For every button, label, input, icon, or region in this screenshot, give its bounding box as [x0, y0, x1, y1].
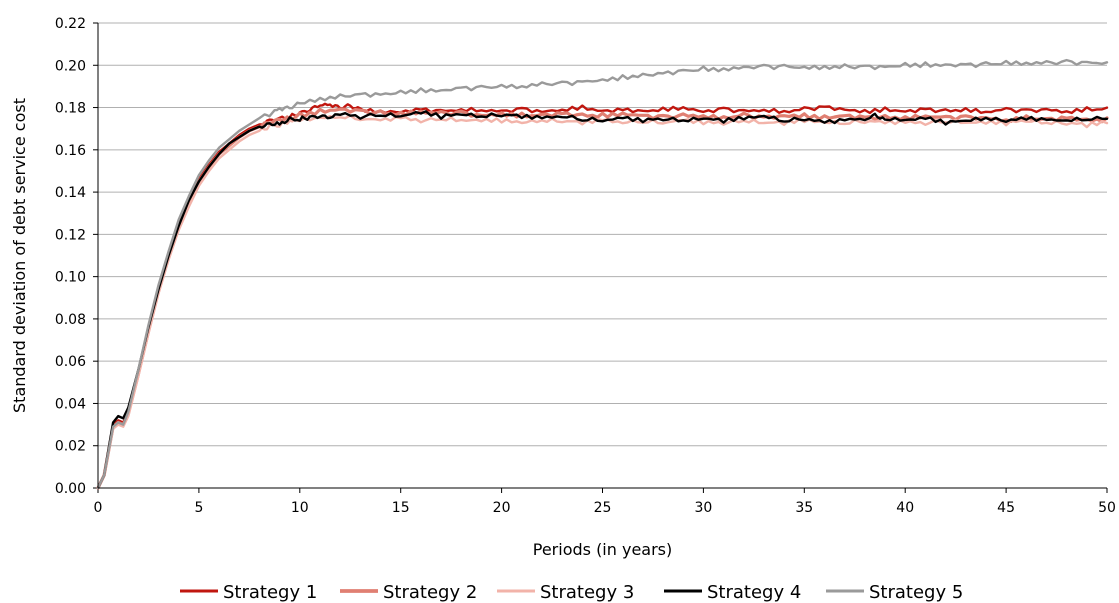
series-line-strategy-1: [96, 102, 1109, 490]
x-axis-title: Periods (in years): [533, 540, 673, 559]
y-tick-label: 0.14: [55, 185, 86, 201]
y-tick-label: 0.08: [55, 312, 86, 328]
series-line-strategy-2: [96, 107, 1109, 490]
axes: [97, 23, 1107, 489]
legend-label: Strategy 4: [707, 582, 801, 603]
series-line-strategy-5: [96, 58, 1109, 490]
y-tick-label: 0.12: [55, 227, 86, 243]
x-tick-label: 10: [291, 500, 309, 516]
y-tick-label: 0.10: [55, 270, 86, 286]
y-tick-labels: 0.00 0.02 0.04 0.06 0.08 0.10 0.12 0.14 0.16 0.18…: [55, 16, 86, 497]
y-tick-label: 0.22: [55, 16, 86, 32]
y-tick-label: 0.02: [55, 439, 86, 455]
legend-item: Strategy 2: [340, 582, 477, 603]
x-tick-label: 0: [94, 500, 103, 516]
legend-label: Strategy 3: [540, 582, 634, 603]
legend: Strategy 1 Strategy 2 Strategy 3 Strategy 4…: [180, 582, 963, 603]
legend-item: Strategy 3: [497, 582, 634, 603]
x-tick-label: 45: [997, 500, 1015, 516]
y-tick-label: 0.06: [55, 354, 86, 370]
y-tick-label: 0.04: [55, 396, 86, 412]
x-tick-label: 50: [1098, 500, 1116, 516]
gridlines: [93, 22, 1108, 493]
legend-label: Strategy 5: [869, 582, 963, 603]
x-tick-label: 30: [694, 500, 712, 516]
y-tick-label: 0.16: [55, 143, 86, 159]
y-tick-label: 0.20: [55, 58, 86, 74]
legend-item: Strategy 4: [664, 582, 801, 603]
x-tick-label: 35: [795, 500, 813, 516]
x-tick-labels: 0 5 10 15 20 25 30 35 40 45 50: [94, 500, 1116, 516]
legend-label: Strategy 1: [223, 582, 317, 603]
series-line-strategy-4: [96, 110, 1109, 490]
legend-label: Strategy 2: [383, 582, 477, 603]
legend-item: Strategy 5: [826, 582, 963, 603]
y-axis-title: Standard deviation of debt service cost: [10, 98, 29, 413]
y-tick-label: 0.18: [55, 101, 86, 117]
legend-item: Strategy 1: [180, 582, 317, 603]
x-tick-label: 40: [896, 500, 914, 516]
x-tick-label: 20: [493, 500, 511, 516]
y-tick-label: 0.00: [55, 481, 86, 497]
series-line-strategy-3: [96, 114, 1109, 490]
x-tick-label: 25: [594, 500, 612, 516]
x-tick-label: 15: [392, 500, 410, 516]
series-lines: [96, 58, 1109, 490]
x-tick-label: 5: [194, 500, 203, 516]
